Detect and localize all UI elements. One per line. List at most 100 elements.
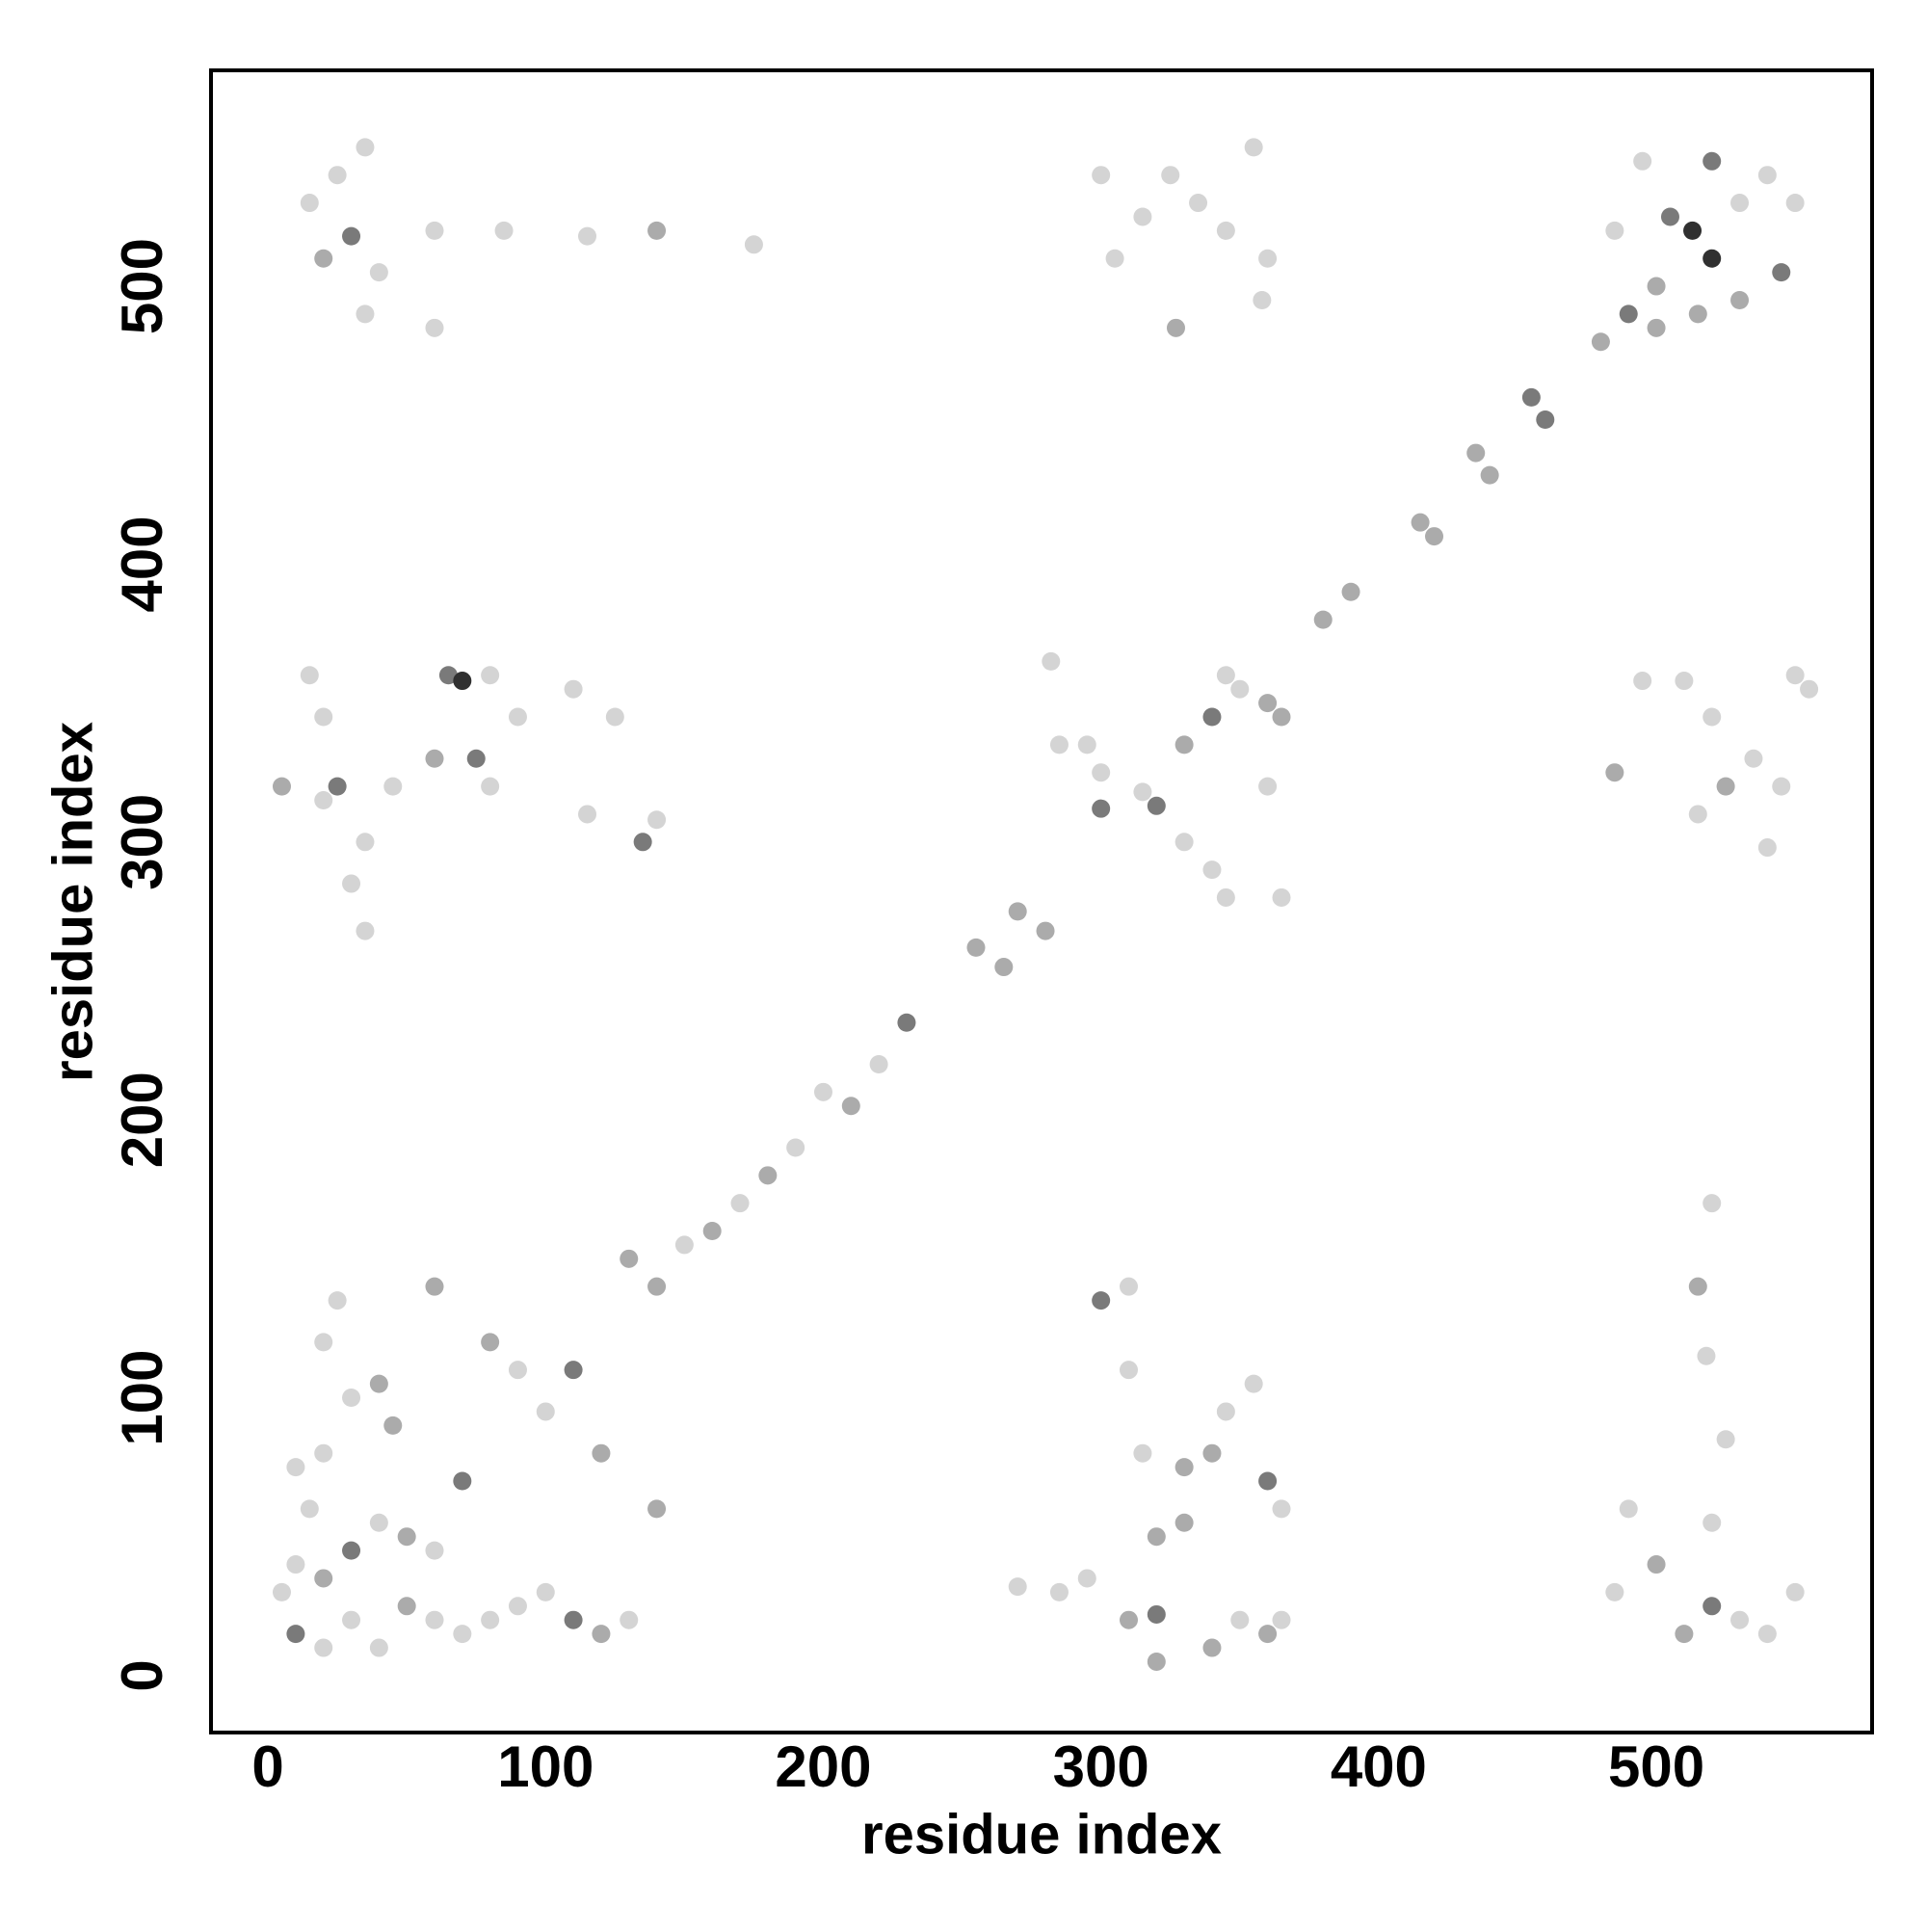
point xyxy=(897,1013,916,1032)
point xyxy=(1647,318,1666,337)
x-tick-label: 300 xyxy=(1053,1734,1149,1799)
point xyxy=(1133,207,1152,226)
point xyxy=(1147,1604,1166,1624)
point xyxy=(314,249,333,268)
point xyxy=(592,1443,611,1463)
point xyxy=(994,958,1014,977)
point xyxy=(647,810,667,830)
point xyxy=(1785,194,1805,213)
x-tick-label: 500 xyxy=(1608,1734,1704,1799)
point xyxy=(1605,221,1624,240)
point xyxy=(1202,707,1222,727)
point xyxy=(1411,513,1430,532)
point xyxy=(1147,1652,1166,1671)
y-tick-label: 0 xyxy=(110,1659,174,1691)
point xyxy=(369,1638,388,1657)
point xyxy=(356,304,375,324)
point xyxy=(1258,1625,1278,1644)
point xyxy=(1133,782,1152,802)
point xyxy=(1272,1610,1291,1629)
point xyxy=(369,263,388,282)
point xyxy=(453,1471,472,1491)
point xyxy=(342,1541,361,1560)
point xyxy=(1092,799,1111,818)
point xyxy=(425,318,444,337)
point xyxy=(536,1402,555,1421)
point xyxy=(647,221,667,240)
point xyxy=(1425,527,1444,546)
point xyxy=(314,1569,333,1588)
point xyxy=(1253,290,1272,309)
point xyxy=(453,1625,472,1644)
point xyxy=(453,672,472,691)
point xyxy=(438,666,458,685)
point xyxy=(564,679,583,699)
point xyxy=(1688,805,1707,824)
point xyxy=(425,1541,444,1560)
point xyxy=(314,707,333,727)
point xyxy=(1244,1374,1263,1393)
point xyxy=(508,1597,527,1616)
point xyxy=(1688,1277,1707,1296)
point xyxy=(1175,735,1194,754)
point xyxy=(1341,582,1360,601)
point xyxy=(1036,921,1055,940)
point xyxy=(328,1291,347,1310)
point xyxy=(1008,1577,1027,1597)
point xyxy=(1591,332,1610,352)
point xyxy=(1605,1582,1624,1601)
point xyxy=(481,1333,500,1352)
point xyxy=(508,1361,527,1380)
point xyxy=(578,805,597,824)
point xyxy=(1619,304,1638,324)
point xyxy=(1730,290,1750,309)
point xyxy=(1119,1277,1138,1296)
point xyxy=(813,1082,832,1101)
point xyxy=(1703,1597,1722,1616)
point xyxy=(272,1582,291,1601)
point xyxy=(1730,1610,1750,1629)
point xyxy=(1175,833,1194,852)
point xyxy=(605,707,624,727)
point xyxy=(1703,151,1722,171)
point xyxy=(1119,1610,1138,1629)
point xyxy=(1785,1582,1805,1601)
point xyxy=(1272,1499,1291,1519)
point xyxy=(620,1249,639,1268)
point xyxy=(1147,796,1166,815)
point xyxy=(369,1374,388,1393)
point xyxy=(300,194,319,213)
point xyxy=(1077,1569,1096,1588)
point xyxy=(383,1416,403,1435)
point xyxy=(1716,777,1735,796)
point xyxy=(1703,707,1722,727)
point xyxy=(1202,1443,1222,1463)
point xyxy=(1800,679,1819,699)
point xyxy=(647,1499,667,1519)
point xyxy=(1675,672,1694,691)
point xyxy=(1703,1194,1722,1213)
point xyxy=(300,1499,319,1519)
point xyxy=(1216,666,1235,685)
point xyxy=(1175,1458,1194,1477)
point xyxy=(1633,151,1652,171)
point xyxy=(383,777,403,796)
point xyxy=(1258,1471,1278,1491)
point xyxy=(1744,749,1763,768)
point xyxy=(620,1610,639,1629)
point xyxy=(342,874,361,893)
point xyxy=(481,1610,500,1629)
point xyxy=(1647,1555,1666,1575)
point xyxy=(425,1610,444,1629)
point xyxy=(1757,1625,1777,1644)
point xyxy=(1772,777,1791,796)
point xyxy=(1133,1443,1152,1463)
point xyxy=(328,166,347,185)
point xyxy=(369,1513,388,1532)
point xyxy=(647,1277,667,1296)
x-tick-label: 400 xyxy=(1331,1734,1427,1799)
point xyxy=(841,1097,860,1116)
point xyxy=(356,921,375,940)
point xyxy=(633,833,652,852)
